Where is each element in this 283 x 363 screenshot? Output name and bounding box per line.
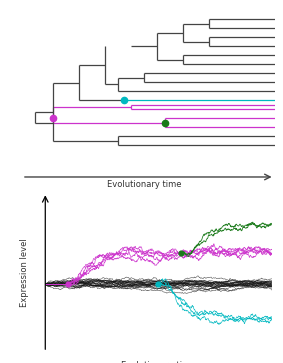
Text: Expression level: Expression level: [20, 238, 29, 307]
Text: Evolutionary time: Evolutionary time: [121, 360, 196, 363]
Text: Evolutionary time: Evolutionary time: [107, 180, 182, 189]
